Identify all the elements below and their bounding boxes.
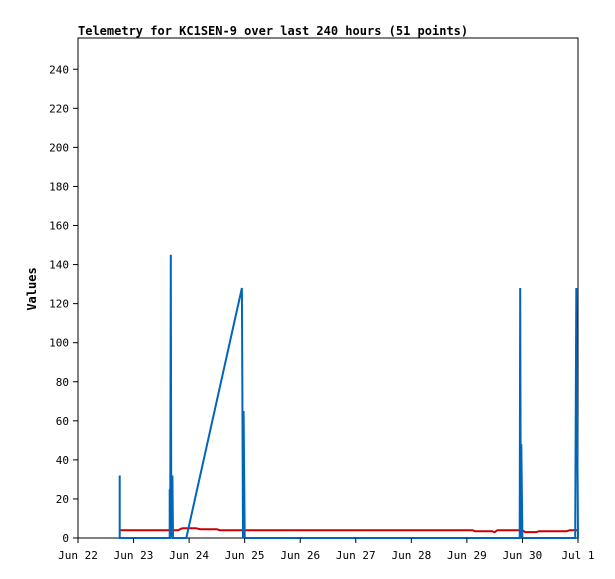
x-tick-label: Jun 27 bbox=[336, 549, 376, 562]
x-tick-label: Jun 29 bbox=[447, 549, 487, 562]
series-layer bbox=[118, 254, 579, 539]
series-line-1 bbox=[119, 527, 578, 534]
y-tick-label: 200 bbox=[49, 141, 69, 154]
x-tick-label: Jun 25 bbox=[225, 549, 265, 562]
x-tick-label: Jun 22 bbox=[58, 549, 98, 562]
x-tick-label: Jun 30 bbox=[503, 549, 543, 562]
y-tick-label: 140 bbox=[49, 259, 69, 272]
x-tick-label: Jun 23 bbox=[114, 549, 154, 562]
y-tick-label: 80 bbox=[56, 376, 69, 389]
x-tick-label: Jun 24 bbox=[169, 549, 209, 562]
y-tick-label: 0 bbox=[62, 532, 69, 545]
y-axis: 0 20 40 60 80 100 120 140 160 180 200 220 240 bbox=[49, 63, 78, 545]
y-tick-label: 180 bbox=[49, 180, 69, 193]
y-tick-label: 120 bbox=[49, 298, 69, 311]
y-tick-label: 40 bbox=[56, 454, 69, 467]
y-tick-label: 20 bbox=[56, 493, 69, 506]
x-tick-label: Jun 28 bbox=[391, 549, 431, 562]
y-tick-label: 100 bbox=[49, 337, 69, 350]
series-line-2 bbox=[118, 254, 579, 539]
x-axis: Jun 22 Jun 23 Jun 24 Jun 25 Jun 26 Jun 27 Jun … bbox=[58, 538, 595, 562]
chart-title: Telemetry for KC1SEN-9 over last 240 hou… bbox=[78, 24, 468, 38]
x-tick-label: Jul 1 bbox=[561, 549, 594, 562]
y-axis-label: Values bbox=[25, 267, 39, 310]
x-tick-label: Jun 26 bbox=[280, 549, 320, 562]
y-tick-label: 220 bbox=[49, 102, 69, 115]
y-tick-label: 60 bbox=[56, 415, 69, 428]
y-tick-label: 240 bbox=[49, 63, 69, 76]
y-tick-label: 160 bbox=[49, 220, 69, 233]
